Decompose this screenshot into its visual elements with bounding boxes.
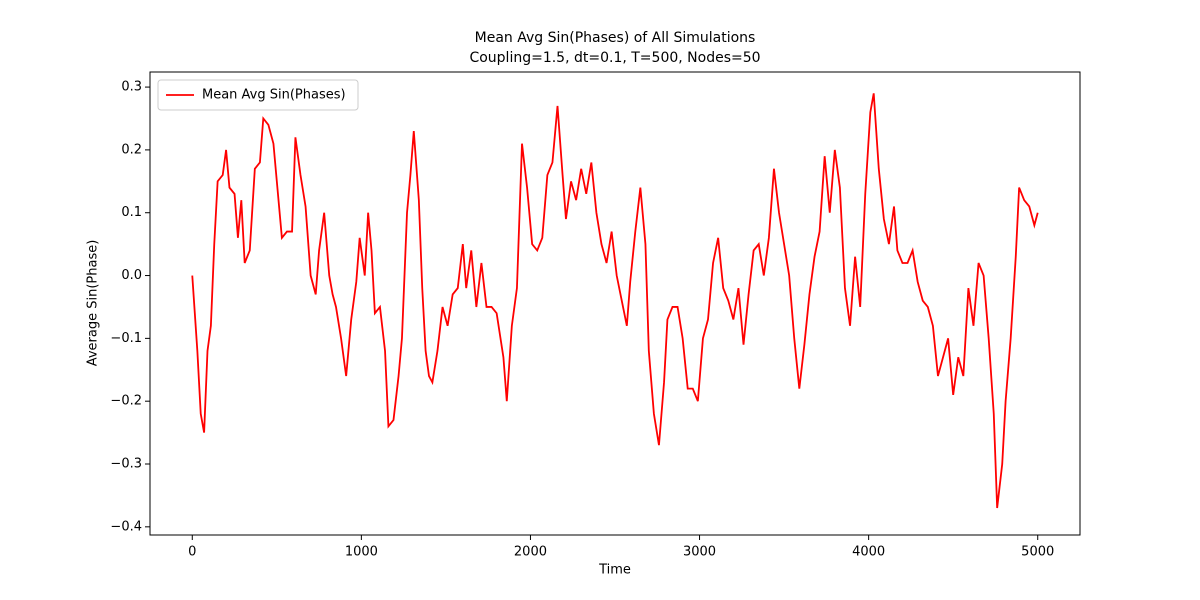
y-tick-label: 0.3 (121, 80, 142, 95)
x-tick-label: 2000 (514, 545, 547, 560)
x-tick-label: 3000 (683, 545, 716, 560)
x-tick-label: 1000 (345, 545, 378, 560)
x-tick-label: 0 (188, 545, 196, 560)
y-tick-label: 0.2 (121, 142, 142, 157)
x-axis-label: Time (598, 563, 631, 578)
y-tick-label: 0.1 (121, 205, 142, 220)
x-tick-label: 5000 (1021, 545, 1054, 560)
plot-frame (149, 71, 1081, 536)
chart-title: Mean Avg Sin(Phases) of All Simulations (475, 30, 756, 46)
y-axis-label: Average Sin(Phase) (86, 240, 101, 367)
y-tick-label: −0.1 (110, 331, 142, 346)
y-tick-label: 0.0 (121, 268, 142, 283)
legend-label: Mean Avg Sin(Phases) (202, 88, 346, 103)
chart-subtitle: Coupling=1.5, dt=0.1, T=500, Nodes=50 (469, 50, 760, 66)
y-tick-label: −0.4 (110, 519, 142, 534)
y-tick-label: −0.2 (110, 394, 142, 409)
legend-box (157, 79, 359, 111)
x-tick-label: 4000 (852, 545, 885, 560)
data-line (191, 93, 1039, 509)
y-tick-label: −0.3 (110, 457, 142, 472)
